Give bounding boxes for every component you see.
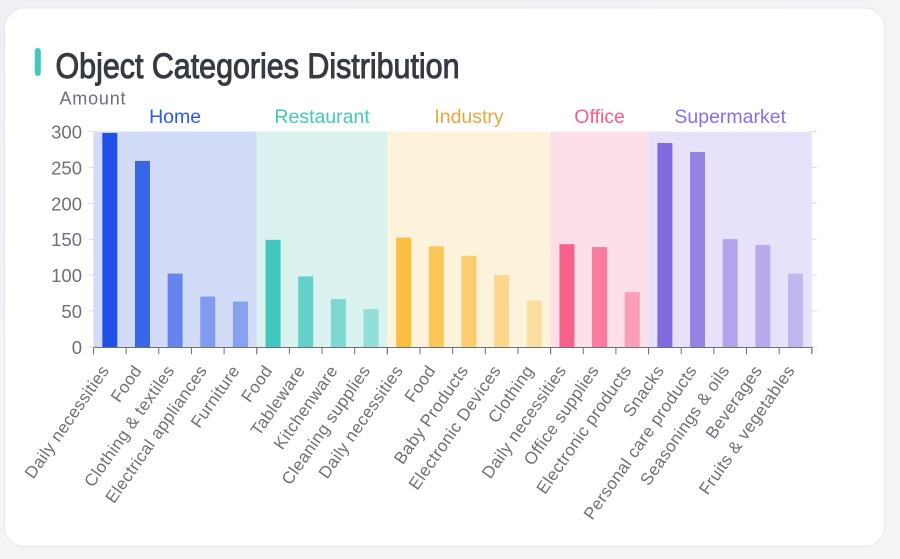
- svg-text:100: 100: [51, 265, 82, 286]
- svg-text:Industry: Industry: [434, 106, 504, 128]
- svg-text:50: 50: [61, 301, 82, 322]
- svg-text:Home: Home: [149, 106, 201, 128]
- svg-text:300: 300: [51, 122, 82, 143]
- svg-text:Restaurant: Restaurant: [274, 106, 370, 128]
- svg-text:0: 0: [72, 337, 82, 358]
- svg-text:150: 150: [51, 229, 82, 250]
- svg-text:Object Categories Distribution: Object Categories Distribution: [56, 47, 460, 86]
- svg-text:200: 200: [51, 193, 82, 214]
- svg-text:Office: Office: [574, 106, 625, 128]
- svg-text:Supermarket: Supermarket: [674, 106, 786, 128]
- svg-text:250: 250: [51, 157, 82, 178]
- svg-text:Amount: Amount: [60, 89, 127, 109]
